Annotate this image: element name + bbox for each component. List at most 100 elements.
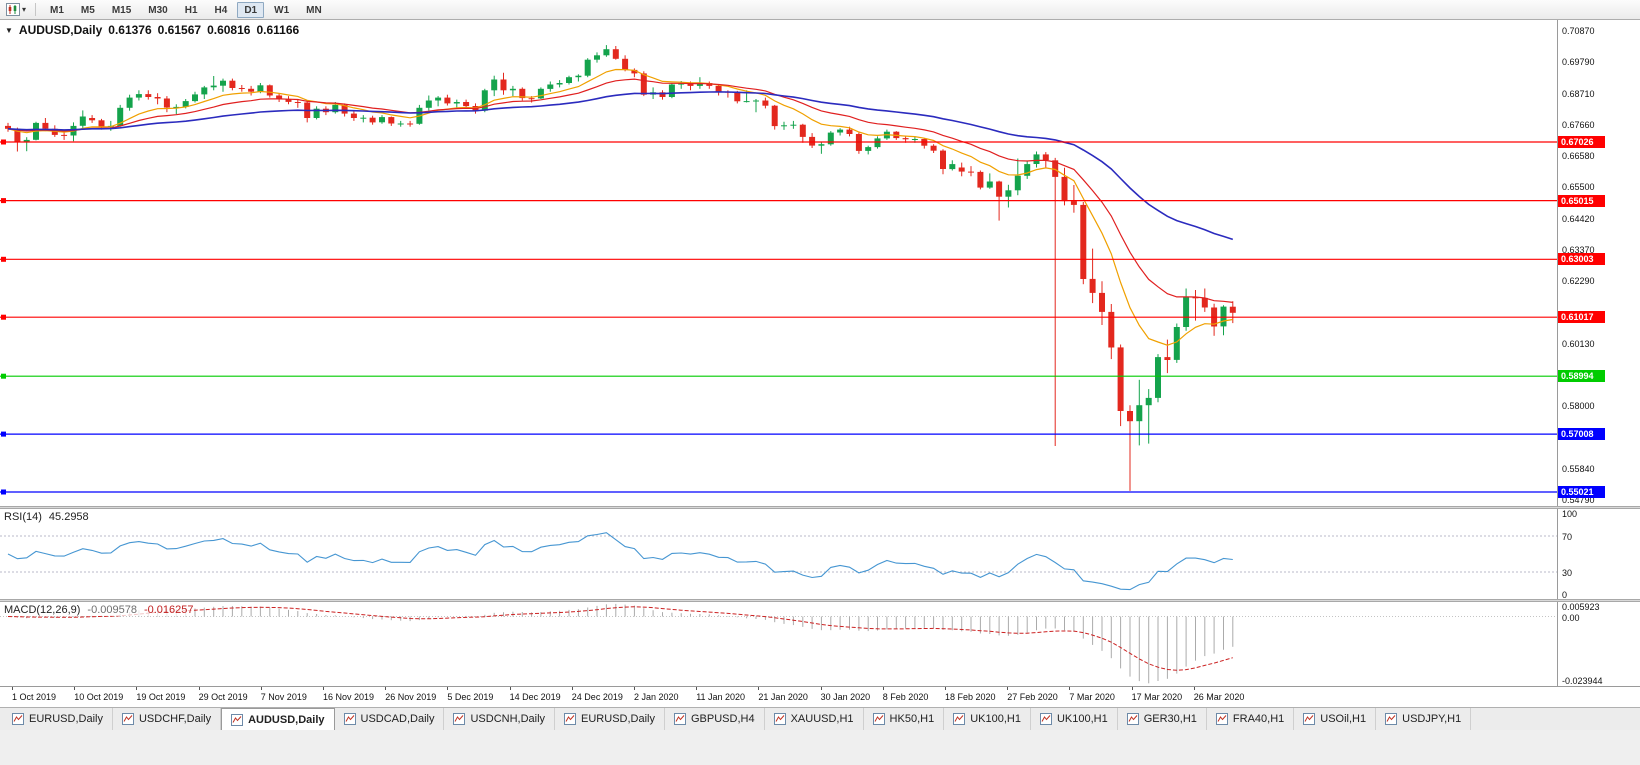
- price-axis-label: 0.58000: [1562, 401, 1595, 412]
- rsi-axis-label: 70: [1562, 532, 1573, 542]
- chart-tab-eurusd-daily[interactable]: EURUSD,Daily: [555, 708, 665, 730]
- chart-tab-icon: [564, 713, 577, 725]
- macd-canvas[interactable]: [0, 602, 1557, 686]
- chart-tab-label: GBPUSD,H4: [691, 713, 755, 725]
- price-level-tag: 0.58994: [1558, 370, 1605, 382]
- timeframe-button-h4[interactable]: H4: [214, 4, 228, 16]
- date-axis-label: 11 Jan 2020: [696, 692, 746, 702]
- chart-tab-fra40-h1[interactable]: FRA40,H1: [1207, 708, 1295, 730]
- chart-tab-icon: [453, 713, 466, 725]
- macd-label: MACD(12,26,9) -0.009578 -0.016257: [4, 604, 194, 616]
- chart-tab-xauusd-h1[interactable]: XAUUSD,H1: [765, 708, 864, 730]
- panel-splitter[interactable]: [0, 599, 1640, 602]
- macd-panel: MACD(12,26,9) -0.009578 -0.016257: [0, 602, 1557, 686]
- rsi-axis-label: 30: [1562, 568, 1573, 578]
- chart-tab-icon: [1039, 713, 1052, 725]
- time-axis-tick: [509, 687, 511, 690]
- chart-tab-gbpusd-h4[interactable]: GBPUSD,H4: [665, 708, 765, 730]
- chart-tab-icon: [231, 713, 244, 726]
- rsi-axis-label: 0: [1562, 590, 1568, 600]
- timeframe-button-m1[interactable]: M1: [50, 4, 64, 16]
- price-axis-label: 0.55840: [1562, 464, 1595, 475]
- time-axis-tick: [447, 687, 449, 690]
- price-axis[interactable]: 0.70870 0.69790 0.68710 0.67660 0.66580 0.655…: [1557, 20, 1640, 686]
- chart-tab-label: USDCHF,Daily: [138, 713, 212, 725]
- timeframe-button-m5[interactable]: M5: [80, 4, 95, 16]
- timeframe-button-d1[interactable]: D1: [237, 1, 265, 18]
- price-axis-label: 0.67660: [1562, 119, 1595, 130]
- chart-tab-label: UK100,H1: [1056, 713, 1108, 725]
- chart-tab-eurusd-daily[interactable]: EURUSD,Daily: [3, 708, 113, 730]
- chart-tab-label: AUDUSD,Daily: [248, 713, 325, 726]
- price-axis-label: 0.70870: [1562, 25, 1595, 36]
- date-axis-label: 14 Dec 2019: [509, 692, 561, 702]
- timeframe-button-m15[interactable]: M15: [111, 4, 132, 16]
- price-chart-canvas[interactable]: [0, 20, 1557, 506]
- timeframe-button-mn[interactable]: MN: [306, 4, 322, 16]
- chart-tab-label: UK100,H1: [970, 713, 1021, 725]
- chart-tab-usdjpy-h1[interactable]: USDJPY,H1: [1376, 708, 1472, 730]
- symbol-dropdown-icon[interactable]: ▼: [5, 25, 13, 35]
- time-axis-tick: [260, 687, 262, 690]
- rsi-indicator-value: 45.2958: [48, 511, 89, 523]
- panel-splitter[interactable]: [0, 506, 1640, 509]
- chart-tab-label: EURUSD,Daily: [29, 713, 103, 725]
- date-axis-label: 1 Oct 2019: [12, 692, 57, 702]
- chart-tab-label: XAUUSD,H1: [790, 713, 854, 725]
- chart-tab-ger30-h1[interactable]: GER30,H1: [1118, 708, 1207, 730]
- time-axis-tick: [1007, 687, 1009, 690]
- price-axis-label: 0.69790: [1562, 57, 1595, 68]
- price-axis-label: 0.64420: [1562, 213, 1595, 224]
- candlestick-chart-icon: [6, 3, 20, 16]
- toolbar-separator: [35, 3, 37, 16]
- chart-tab-usdcnh-daily[interactable]: USDCNH,Daily: [444, 708, 556, 730]
- chart-tab-icon: [343, 713, 356, 725]
- time-axis-tick: [634, 687, 635, 690]
- timeframe-button-m30[interactable]: M30: [148, 4, 168, 16]
- macd-axis-label: -0.023944: [1562, 676, 1603, 686]
- chart-tab-uk100-h1[interactable]: UK100,H1: [1031, 708, 1118, 730]
- price-chart-panel: ▼ AUDUSD,Daily 0.61376 0.61567 0.60816 0…: [0, 20, 1557, 506]
- time-axis-tick: [820, 687, 822, 690]
- chart-tools-dropdown[interactable]: ▾: [4, 2, 28, 18]
- time-axis-tick: [323, 687, 324, 690]
- date-axis-label: 8 Feb 2020: [882, 692, 929, 702]
- timeframe-button-w1[interactable]: W1: [274, 4, 290, 16]
- date-axis-label: 7 Nov 2019: [260, 692, 307, 702]
- price-axis-label: 0.62290: [1562, 276, 1595, 287]
- macd-main-value: -0.009578: [87, 604, 137, 616]
- chart-tab-icon: [773, 713, 786, 725]
- chart-tab-uk100-h1[interactable]: UK100,H1: [944, 708, 1031, 730]
- timeframe-button-h1[interactable]: H1: [184, 4, 198, 16]
- chart-title: ▼ AUDUSD,Daily 0.61376 0.61567 0.60816 0…: [5, 23, 299, 37]
- price-axis-label: 0.54790: [1562, 494, 1595, 505]
- chart-tab-usdcad-daily[interactable]: USDCAD,Daily: [335, 708, 445, 730]
- chart-tab-usdchf-daily[interactable]: USDCHF,Daily: [113, 708, 222, 730]
- symbol-period-label: AUDUSD,Daily: [18, 23, 103, 37]
- time-axis[interactable]: 1 Oct 2019 10 Oct 2019 19 Oct 2019 29 Oct 2…: [0, 686, 1640, 707]
- price-level-tag: 0.65015: [1558, 195, 1605, 207]
- rsi-canvas[interactable]: [0, 509, 1557, 599]
- ohlc-high: 0.61567: [157, 23, 202, 37]
- chart-tab-label: FRA40,H1: [1232, 713, 1285, 725]
- price-level-tag: 0.63003: [1558, 253, 1605, 265]
- rsi-panel: RSI(14) 45.2958: [0, 509, 1557, 599]
- date-axis-label: 30 Jan 2020: [820, 692, 871, 702]
- time-axis-tick: [1131, 687, 1133, 690]
- date-axis-label: 5 Dec 2019: [447, 692, 494, 702]
- price-axis-label: 0.68710: [1562, 88, 1595, 99]
- bottom-filler: [0, 730, 1640, 765]
- date-axis-label: 26 Nov 2019: [385, 692, 437, 702]
- chart-tab-hk50-h1[interactable]: HK50,H1: [864, 708, 945, 730]
- chart-tab-usoil-h1[interactable]: USOil,H1: [1294, 708, 1377, 730]
- chart-tab-label: USDCNH,Daily: [470, 713, 546, 725]
- date-axis-label: 19 Oct 2019: [136, 692, 186, 702]
- time-axis-tick: [945, 687, 946, 690]
- price-level-tag: 0.55021: [1558, 486, 1605, 498]
- chart-tab-icon: [1126, 713, 1139, 725]
- chart-tab-icon: [1385, 713, 1398, 725]
- chart-tab-audusd-daily[interactable]: AUDUSD,Daily: [221, 708, 335, 730]
- price-axis-label: 0.60130: [1562, 339, 1595, 350]
- macd-signal-value: -0.016257: [143, 604, 194, 616]
- date-axis-label: 17 Mar 2020: [1131, 692, 1183, 702]
